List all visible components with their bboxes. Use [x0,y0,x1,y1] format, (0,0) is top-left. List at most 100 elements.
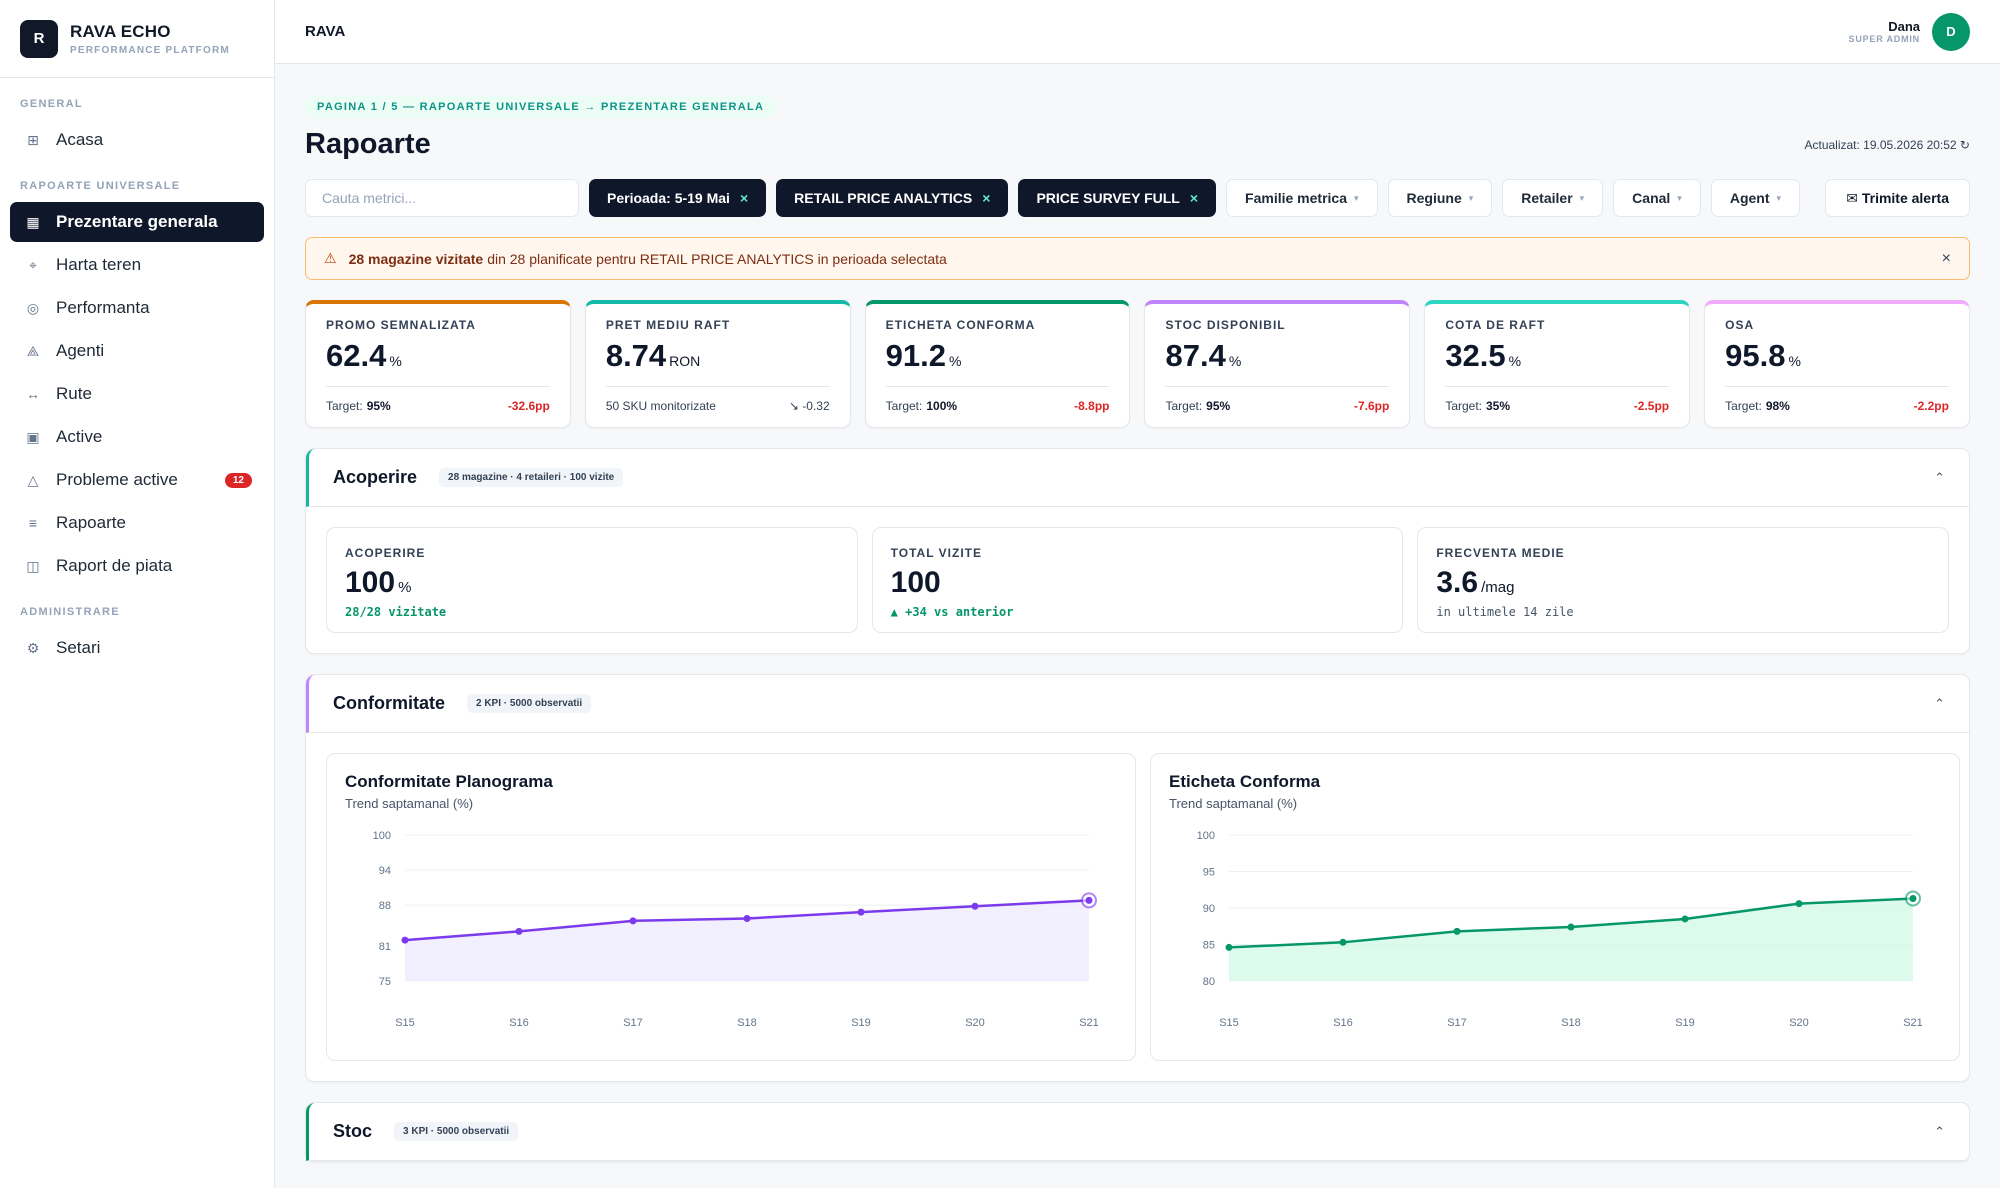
assets-icon: ▣ [26,428,40,445]
x-tick-label: S20 [1789,1017,1809,1029]
data-point [515,927,523,935]
stat-value: 100 [345,566,396,599]
x-tick-label: S17 [623,1017,643,1029]
x-tick-label: S18 [1561,1017,1581,1029]
stat-sub: 28/28 vizitate [345,605,447,619]
kpi-card[interactable]: COTA DE RAFT 32.5% Target: 35% -2.5pp [1424,300,1691,428]
page-content: PAGINA 1 / 5 — RAPOARTE UNIVERSALE → PRE… [275,64,2000,1162]
dropdown-regiune[interactable]: Regiune ▾ [1387,179,1493,217]
dropdown-agent[interactable]: Agent ▾ [1710,179,1801,217]
kpi-target: 95% [1206,399,1231,413]
section-header[interactable]: Conformitate 2 KPI · 5000 observatii ⌃ [306,675,1969,733]
y-tick-label: 85 [1203,940,1215,952]
search-input[interactable] [305,179,579,217]
chevron-up-icon[interactable]: ⌃ [1934,469,1945,485]
sidebar-item-active[interactable]: ▣ Active [10,417,264,457]
dropdown-familie-metrica[interactable]: Familie metrica ▾ [1226,179,1378,217]
target-icon: ◎ [26,299,40,316]
kpi-label: STOC DISPONIBIL [1165,318,1286,332]
dropdown-label: Familie metrica [1245,190,1347,206]
sidebar-item-harta-teren[interactable]: ⌖ Harta teren [10,245,264,285]
dropdown-retailer[interactable]: Retailer ▾ [1502,179,1604,217]
section-conformitate: Conformitate 2 KPI · 5000 observatii ⌃ C… [305,674,1970,1082]
close-icon[interactable]: × [1189,190,1199,206]
stat-value: 3.6 [1436,566,1479,599]
close-icon[interactable]: × [1941,249,1951,267]
kpi-unit: RON [669,353,701,369]
filter-chip-perioada[interactable]: Perioada: 5-19 Mai × [589,179,767,217]
kpi-unit: % [389,353,402,369]
topbar: RAVA Dana SUPER ADMIN D [275,0,2000,64]
sidebar-item-probleme-active[interactable]: △ Probleme active 12 [10,460,264,500]
user-name: Dana [1888,19,1920,34]
data-point [1339,938,1347,946]
data-point [1567,923,1575,931]
filter-bar: Perioada: 5-19 Mai × RETAIL PRICE ANALYT… [305,179,1970,217]
close-icon[interactable]: × [982,190,991,206]
stat-unit: % [398,579,412,596]
brand-logo: R [20,19,58,58]
filter-chip-price-survey-full[interactable]: PRICE SURVEY FULL × [1018,179,1217,217]
send-alert-button[interactable]: ✉ Trimite alerta [1825,179,1970,217]
data-point [1681,915,1689,923]
kpi-card[interactable]: OSA 95.8% Target: 98% -2.2pp [1704,300,1970,428]
x-tick-label: S16 [1333,1017,1353,1029]
last-updated[interactable]: Actualizat: 19.05.2026 20:52 ↻ [1804,137,1970,152]
sidebar: R RAVA ECHO PERFORMANCE PLATFORM GENERAL… [0,0,275,1188]
data-point [629,917,637,925]
kpi-card[interactable]: ETICHETA CONFORMA 91.2% Target: 100% -8.8p… [864,300,1131,428]
kpi-card[interactable]: PRET MEDIU RAFT 8.74 RON 50 SKU monitoriz… [584,300,851,428]
y-tick-label: 95 [1203,867,1215,879]
section-title: Conformitate [333,693,445,713]
sidebar-item-prezentare-generala[interactable]: ▦ Prezentare generala [10,202,264,242]
sidebar-item-raport-de-piata[interactable]: ◫ Raport de piata [10,546,264,586]
filter-chip-retail-price-analytics[interactable]: RETAIL PRICE ANALYTICS × [776,179,1009,217]
chart-svg: 75 81 88 94 100 S15 S16 S17 S18 S19 S20 S21 [373,830,1099,1029]
sidebar-item-label: Active [56,427,103,446]
dropdown-canal[interactable]: Canal ▾ [1613,179,1701,217]
route-icon: ↔ [26,386,40,402]
sidebar-item-acasa[interactable]: ⊞ Acasa [10,120,264,160]
kpi-value: 95.8 [1725,338,1786,373]
kpi-card[interactable]: PROMO SEMNALIZATA 62.4% Target: 95% -32.6p… [305,300,571,428]
stat-sub: in ultimele 14 zile [1436,605,1574,619]
avatar[interactable]: D [1932,12,1970,51]
kpi-foot-label: Target: [1725,399,1762,413]
topbar-title: RAVA [305,23,346,40]
sidebar-item-setari[interactable]: ⚙ Setari [10,628,264,668]
section-header[interactable]: Stoc 3 KPI · 5000 observatii ⌃ [306,1103,1969,1161]
kpi-foot-label: Target: [1445,399,1482,413]
book-icon: ◫ [26,557,40,574]
chart-title: Eticheta Conforma [1169,772,1321,791]
sidebar-item-rute[interactable]: ↔ Rute [10,374,264,414]
banner-bold-text: 28 magazine vizitate [348,250,484,267]
section-header[interactable]: Acoperire 28 magazine · 4 retaileri · 10… [306,449,1969,507]
kpi-target: 35% [1486,399,1511,413]
sidebar-item-rapoarte[interactable]: ≡ Rapoarte [10,503,264,543]
chart-card-conformitate-planograma: Conformitate Planograma Trend saptamanal… [326,753,1136,1061]
grid-icon: ⊞ [27,131,39,148]
stat-card: FRECVENTA MEDIE 3.6/mag in ultimele 14 z… [1417,527,1950,633]
chevron-up-icon[interactable]: ⌃ [1934,1123,1945,1139]
brand[interactable]: R RAVA ECHO PERFORMANCE PLATFORM [0,0,274,78]
stat-value: 100 [890,566,941,599]
kpi-value: 91.2 [885,338,946,373]
kpi-card[interactable]: STOC DISPONIBIL 87.4% Target: 95% -7.6pp [1144,300,1411,428]
stat-sub: ▲ +34 vs anterior [890,605,1014,619]
kpi-delta: -8.8pp [1074,399,1110,413]
data-point [857,908,865,916]
y-tick-label: 88 [379,900,391,912]
sidebar-item-performanta[interactable]: ◎ Performanta [10,288,264,328]
dashboard-icon: ▦ [26,213,40,230]
stat-label: ACOPERIRE [345,546,426,560]
chart-svg: 80 85 90 95 100 S15 S16 S17 S18 S19 S20 S21 [1197,830,1923,1029]
kpi-target: 98% [1765,399,1790,413]
sidebar-item-agenti[interactable]: ⟁ Agenti [10,331,264,371]
chevron-up-icon[interactable]: ⌃ [1934,695,1945,711]
nav-section-administrare: ADMINISTRARE [20,606,120,618]
nav-section-rapoarte-universale: RAPOARTE UNIVERSALE [20,180,181,192]
section-tag: 28 magazine · 4 retaileri · 100 vizite [439,468,624,487]
user-menu[interactable]: Dana SUPER ADMIN D [1849,12,1970,51]
y-tick-label: 90 [1203,903,1215,915]
close-icon[interactable]: × [739,190,749,206]
